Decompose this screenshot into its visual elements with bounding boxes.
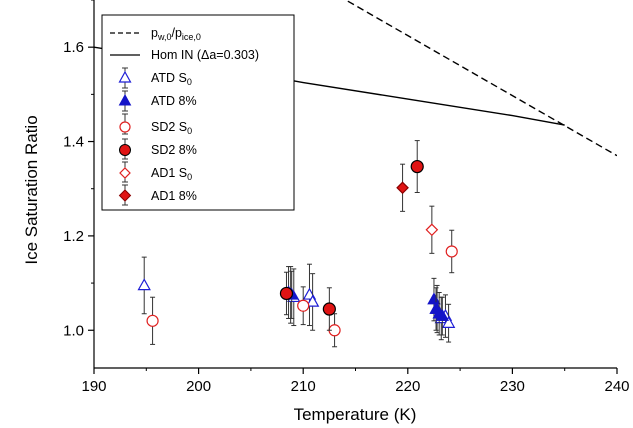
diamond-filled-point — [396, 181, 409, 195]
circle-filled-marker — [119, 144, 131, 156]
x-tick-label: 240 — [604, 378, 629, 395]
y-tick-label: 1.0 — [63, 322, 84, 339]
x-ticks: 190 200 210 220 230 240 — [81, 368, 630, 395]
circle-open-point — [445, 245, 458, 258]
x-tick-label: 220 — [395, 378, 420, 395]
triangle-open-point — [137, 278, 151, 291]
y-ticks: 1.0 1.2 1.4 1.6 — [63, 0, 94, 339]
y-axis-title: Ice Saturation Ratio — [22, 115, 41, 264]
y-tick-label: 1.2 — [63, 228, 84, 245]
triangle-open-point — [305, 294, 320, 307]
legend-label-sd2-s0: SD2 S0 — [151, 120, 192, 136]
circle-filled-point — [279, 286, 294, 301]
triangle-filled-point — [427, 292, 441, 305]
legend-entry-ad1-8: AD1 8% — [118, 184, 197, 206]
y-tick-label: 1.6 — [63, 39, 84, 56]
legend-box — [101, 14, 295, 211]
dashed-line — [344, 0, 617, 157]
triangle-open-point — [441, 315, 456, 328]
legend-entry-sd2-8: SD2 8% — [119, 138, 197, 160]
x-tick-label: 210 — [291, 378, 316, 395]
legend-label-hom-in: Hom IN (Δa=0.303) — [151, 48, 259, 62]
triangle-filled-point — [435, 308, 450, 321]
legend-entry-atd-8: ATD 8% — [118, 90, 197, 112]
legend-entry-atd-s0: ATD S0 — [118, 67, 192, 89]
x-axis-title: Temperature (K) — [294, 405, 417, 424]
legend-entry-sd2-s0: SD2 S0 — [119, 113, 192, 136]
circle-open-point — [146, 314, 159, 327]
triangle-open-marker — [118, 70, 132, 83]
circle-filled-point — [410, 159, 424, 174]
legend-label-ad1-s0: AD1 S0 — [151, 166, 192, 182]
diamond-open-point — [425, 223, 439, 237]
circle-open-point — [297, 299, 310, 312]
diamond-filled-marker — [118, 189, 132, 202]
legend-label-atd-s0: ATD S0 — [151, 71, 192, 87]
legend-entry-ad1-s0: AD1 S0 — [119, 161, 192, 183]
legend-entry-hom-in: Hom IN (Δa=0.303) — [110, 48, 259, 62]
circle-filled-point — [322, 302, 336, 316]
legend-label-pw-pice: pw,0/pice,0 — [151, 26, 201, 42]
y-tick-label: 1.4 — [63, 134, 84, 151]
legend-label-atd-8: ATD 8% — [151, 94, 197, 108]
x-tick-label: 200 — [186, 378, 211, 395]
circle-open-marker — [119, 121, 131, 133]
diamond-open-marker — [119, 167, 131, 179]
legend: pw,0/pice,0 Hom IN (Δa=0.303) ATD S0 ATD… — [101, 14, 295, 211]
legend-label-sd2-8: SD2 8% — [151, 143, 197, 157]
triangle-filled-marker — [118, 93, 132, 106]
legend-label-ad1-8: AD1 8% — [151, 189, 197, 203]
x-tick-label: 230 — [500, 378, 525, 395]
x-tick-label: 190 — [81, 378, 106, 395]
legend-entry-pw-pice: pw,0/pice,0 — [110, 26, 201, 42]
points-layer — [137, 140, 458, 348]
